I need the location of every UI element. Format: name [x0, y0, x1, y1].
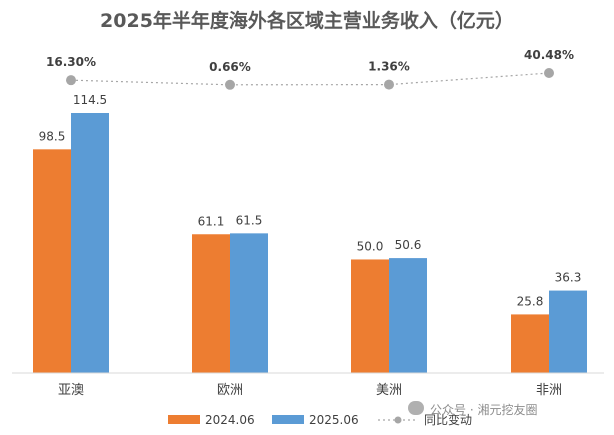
yoy-point-美洲	[384, 79, 394, 90]
bar-label: 61.1	[198, 214, 225, 228]
chart-title: 2025年半年度海外各区域主营业务收入（亿元）	[100, 10, 514, 32]
yoy-label: 16.30%	[46, 55, 96, 69]
watermark-text: 公众号 · 湘元挖友圈	[430, 403, 538, 417]
legend-label: 2025.06	[309, 413, 359, 427]
legend-swatch	[272, 415, 304, 424]
bar-label: 25.8	[517, 294, 544, 308]
category-label: 欧洲	[217, 383, 243, 398]
yoy-point-亚澳	[66, 75, 76, 86]
bar-label: 50.6	[395, 238, 422, 252]
yoy-point-欧洲	[225, 79, 235, 90]
bar-2025.06-欧洲	[230, 233, 268, 373]
bar-label: 50.0	[357, 239, 384, 253]
category-label: 非洲	[536, 383, 562, 398]
legend-label: 2024.06	[205, 413, 255, 427]
category-label: 美洲	[376, 383, 402, 398]
bar-2024.06-欧洲	[192, 234, 230, 373]
wechat-icon	[408, 401, 424, 415]
bar-label: 98.5	[39, 129, 66, 143]
category-label: 亚澳	[58, 382, 84, 398]
legend-swatch	[168, 415, 200, 424]
bar-2024.06-美洲	[351, 259, 389, 373]
legend-marker	[394, 416, 402, 424]
bar-label: 114.5	[73, 93, 107, 107]
bar-2025.06-美洲	[389, 258, 427, 373]
yoy-point-非洲	[544, 68, 554, 78]
bar-label: 36.3	[555, 271, 582, 285]
bar-2024.06-非洲	[511, 314, 549, 373]
bar-label: 61.5	[236, 213, 263, 227]
bar-2025.06-非洲	[549, 290, 587, 373]
bar-2024.06-亚澳	[33, 149, 71, 373]
bar-2025.06-亚澳	[71, 113, 109, 373]
yoy-label: 1.36%	[368, 60, 410, 74]
yoy-label: 0.66%	[209, 60, 251, 74]
yoy-label: 40.48%	[524, 48, 574, 62]
yoy-line	[70, 72, 550, 86]
legend-label: 同比变动	[424, 412, 472, 427]
